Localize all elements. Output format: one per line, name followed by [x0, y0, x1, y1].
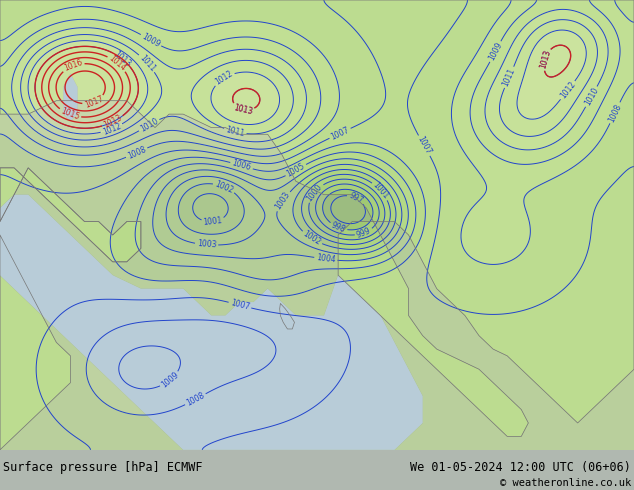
Text: Surface pressure [hPa] ECMWF: Surface pressure [hPa] ECMWF [3, 461, 203, 474]
Text: 1005: 1005 [285, 162, 306, 179]
Text: 1010: 1010 [583, 86, 600, 107]
Text: 1014: 1014 [107, 53, 127, 73]
Text: 1010: 1010 [138, 117, 160, 134]
Text: 1015: 1015 [60, 107, 81, 122]
Text: 1011: 1011 [225, 125, 245, 138]
Text: 1012: 1012 [214, 69, 235, 87]
Text: 1009: 1009 [140, 32, 162, 49]
Text: 1004: 1004 [316, 253, 336, 265]
Text: 1013: 1013 [112, 49, 133, 69]
Text: 1008: 1008 [185, 391, 206, 408]
Text: 1003: 1003 [197, 240, 217, 250]
Text: 1008: 1008 [607, 102, 623, 123]
Text: 1007: 1007 [329, 125, 351, 142]
Text: 1012: 1012 [559, 80, 577, 100]
Text: © weatheronline.co.uk: © weatheronline.co.uk [500, 478, 631, 488]
Text: 1002: 1002 [301, 229, 322, 247]
Text: 1013: 1013 [538, 49, 552, 70]
Text: 1007: 1007 [415, 135, 433, 156]
Text: 999: 999 [356, 226, 372, 240]
Text: 1017: 1017 [83, 94, 105, 110]
Text: 1008: 1008 [126, 145, 147, 161]
Text: 1013: 1013 [233, 103, 254, 116]
Text: 1012: 1012 [101, 121, 122, 137]
Text: 1009: 1009 [487, 41, 504, 62]
Text: 1013: 1013 [538, 49, 552, 70]
Text: 1006: 1006 [231, 159, 252, 172]
Text: 1002: 1002 [214, 179, 235, 195]
Text: 1007: 1007 [230, 298, 250, 312]
Text: 1013: 1013 [102, 114, 124, 130]
Text: 1000: 1000 [305, 182, 324, 203]
Text: 1003: 1003 [274, 191, 292, 212]
Text: 997: 997 [347, 191, 365, 205]
Text: 1011: 1011 [138, 53, 157, 74]
Text: 1001: 1001 [203, 216, 223, 227]
Text: 1013: 1013 [233, 103, 254, 116]
Text: 1011: 1011 [501, 67, 517, 88]
Text: 998: 998 [330, 220, 347, 234]
Text: 1009: 1009 [160, 370, 180, 390]
Text: We 01-05-2024 12:00 UTC (06+06): We 01-05-2024 12:00 UTC (06+06) [410, 461, 631, 474]
Text: 1001: 1001 [371, 180, 391, 201]
Text: 1016: 1016 [63, 58, 84, 74]
